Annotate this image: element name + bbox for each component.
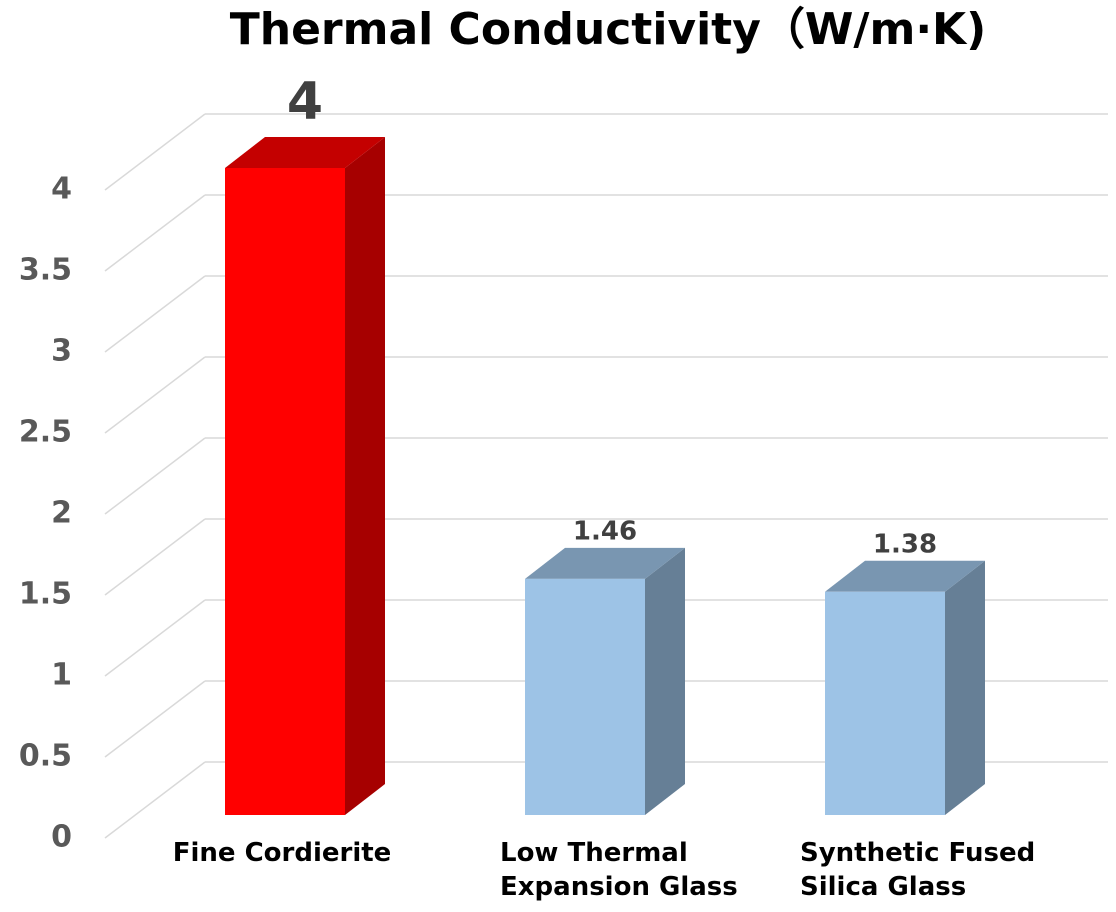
y-tick-label: 3 [51,334,72,369]
grid-line-diagonal [104,599,206,677]
x-tick-text: Synthetic Fused Silica Glass [800,838,1036,902]
x-tick-label: Synthetic Fused Silica Glass [770,836,1070,904]
y-tick-label: 2.5 [19,415,72,450]
y-tick-label: 3.5 [19,253,72,288]
y-tick-label: 4 [51,172,72,207]
grid-line-diagonal [104,680,206,758]
grid-line-diagonal [104,194,206,272]
bar [825,591,945,815]
x-tick-text: Fine Cordierite [172,838,392,868]
bar-top [525,547,685,579]
grid-line-diagonal [104,761,206,839]
bar [525,578,645,815]
y-tick-label: 0.5 [19,739,72,774]
x-tick-text: Low Thermal Expansion Glass [500,838,738,902]
x-tick-label: Low Thermal Expansion Glass [470,836,770,904]
value-label: 1.38 [873,529,937,559]
value-label: 4 [287,72,323,132]
y-tick-label: 1.5 [19,577,72,612]
grid-line-diagonal [104,275,206,353]
y-tick-label: 1 [51,658,72,693]
bar-top [825,560,985,592]
grid-line-diagonal [104,518,206,596]
bar-side [645,547,685,815]
grid-line-diagonal [104,437,206,515]
bar [225,168,345,815]
y-tick-label: 0 [51,820,72,855]
bar-top [225,137,385,168]
chart-title: Thermal Conductivity（W/m·K) [230,4,987,55]
x-tick-label: Fine Cordierite [132,836,432,870]
y-tick-label: 2 [51,496,72,531]
value-label: 1.46 [573,516,637,546]
bar-side [945,560,985,815]
bar-side [345,137,385,815]
grid-line-diagonal [104,356,206,434]
grid-line-diagonal [104,113,206,191]
